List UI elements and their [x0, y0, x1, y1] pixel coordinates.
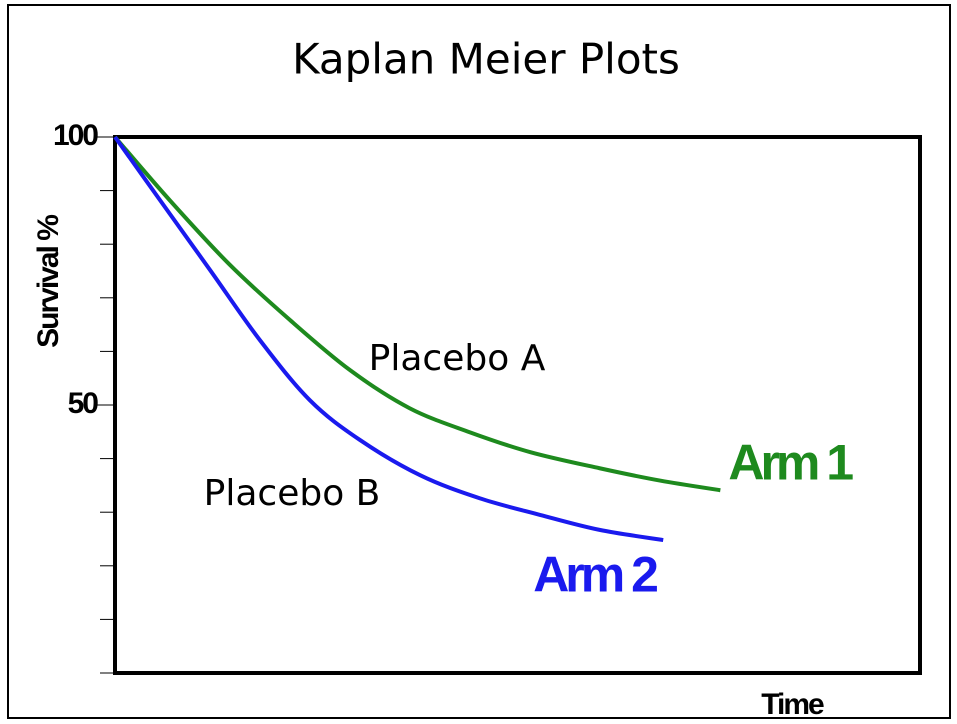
y-axis-label: Survival % [32, 215, 65, 348]
x-axis-label: Time [761, 688, 824, 721]
annotation: Placebo B [204, 473, 381, 514]
frame [7, 4, 951, 719]
y-tick-label: 100 [53, 119, 98, 152]
series-label: Arm 2 [533, 546, 657, 602]
line [113, 135, 664, 543]
chart-title: Kaplan Meier Plots [292, 35, 680, 84]
line [113, 135, 721, 493]
plot-area [113, 135, 922, 675]
annotation: Placebo A [369, 338, 546, 379]
series-label: Arm 1 [728, 434, 853, 490]
y-tick-label: 50 [68, 387, 99, 420]
